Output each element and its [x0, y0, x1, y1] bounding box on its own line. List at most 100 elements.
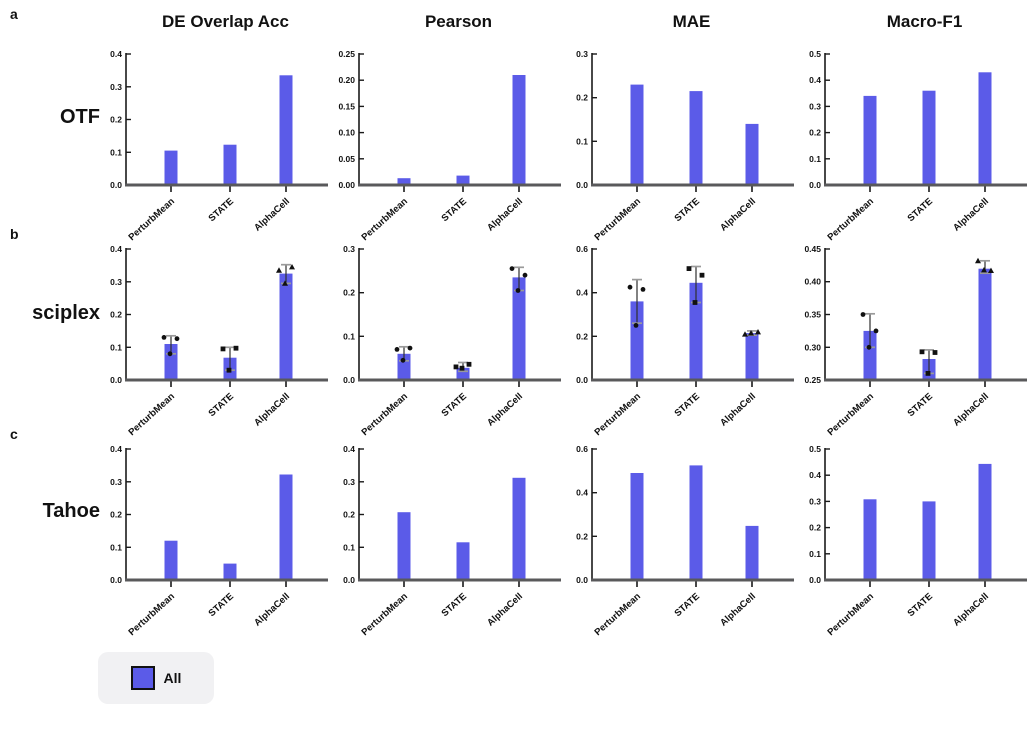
svg-text:0.3: 0.3	[576, 49, 588, 59]
svg-text:0.4: 0.4	[110, 444, 122, 454]
svg-text:0.2: 0.2	[343, 510, 355, 520]
svg-text:STATE: STATE	[207, 591, 236, 619]
svg-text:AlphaCell: AlphaCell	[718, 391, 758, 428]
svg-text:0.5: 0.5	[809, 444, 821, 454]
svg-text:PerturbMean: PerturbMean	[126, 591, 177, 636]
svg-text:STATE: STATE	[207, 391, 236, 419]
svg-text:0.3: 0.3	[110, 477, 122, 487]
svg-text:0.2: 0.2	[809, 523, 821, 533]
svg-text:0.40: 0.40	[804, 277, 821, 287]
col-title-de-overlap-acc: DE Overlap Acc	[162, 12, 289, 31]
svg-text:0.0: 0.0	[110, 375, 122, 385]
svg-text:PerturbMean: PerturbMean	[592, 196, 643, 241]
svg-text:0.4: 0.4	[343, 444, 355, 454]
svg-text:STATE: STATE	[673, 391, 702, 419]
chart-otf-pearson: 0.00 0.05 0.10 0.15 0.20 0.25 PerturbMean STATE…	[329, 46, 562, 243]
svg-text:0.1: 0.1	[110, 147, 122, 157]
svg-text:AlphaCell: AlphaCell	[951, 391, 991, 428]
svg-text:AlphaCell: AlphaCell	[718, 196, 758, 233]
svg-text:0.45: 0.45	[804, 244, 821, 254]
svg-text:PerturbMean: PerturbMean	[359, 391, 410, 436]
panel-letter-c: c	[10, 426, 18, 442]
svg-text:0.1: 0.1	[576, 136, 588, 146]
svg-text:0.1: 0.1	[343, 331, 355, 341]
svg-text:0.4: 0.4	[809, 470, 821, 480]
svg-text:PerturbMean: PerturbMean	[825, 591, 876, 636]
svg-text:0.20: 0.20	[338, 75, 355, 85]
svg-text:STATE: STATE	[906, 196, 935, 224]
svg-text:0.2: 0.2	[576, 531, 588, 541]
svg-text:0.3: 0.3	[809, 101, 821, 111]
col-title-mae: MAE	[672, 12, 711, 31]
svg-text:0.0: 0.0	[343, 375, 355, 385]
svg-text:STATE: STATE	[207, 196, 236, 224]
svg-text:0.1: 0.1	[110, 542, 122, 552]
svg-text:0.4: 0.4	[576, 488, 588, 498]
svg-text:0.00: 0.00	[338, 180, 355, 190]
svg-text:STATE: STATE	[673, 196, 702, 224]
svg-text:STATE: STATE	[673, 591, 702, 619]
svg-text:0.2: 0.2	[343, 288, 355, 298]
svg-text:AlphaCell: AlphaCell	[485, 391, 525, 428]
svg-text:AlphaCell: AlphaCell	[718, 591, 758, 628]
svg-text:0.2: 0.2	[809, 128, 821, 138]
svg-text:0.0: 0.0	[809, 575, 821, 585]
col-title-macro-f1: Macro-F1	[886, 12, 963, 31]
chart-otf-de-overlap-acc: 0.0 0.1 0.2 0.3 0.4 PerturbMean STATE AlphaCell	[96, 46, 329, 243]
svg-text:0.25: 0.25	[804, 375, 821, 385]
svg-text:0.35: 0.35	[804, 310, 821, 320]
svg-text:0.0: 0.0	[576, 575, 588, 585]
chart-grid: 0.0 0.1 0.2 0.3 0.4 PerturbMean STATE AlphaCell…	[96, 46, 1028, 641]
svg-text:0.0: 0.0	[110, 180, 122, 190]
legend: All	[98, 652, 214, 704]
chart-tahoe-macro-f1: 0.0 0.1 0.2 0.3 0.4 0.5 PerturbMean STATE AlphaC…	[795, 441, 1028, 641]
svg-text:AlphaCell: AlphaCell	[951, 591, 991, 628]
svg-text:0.1: 0.1	[809, 154, 821, 164]
svg-text:STATE: STATE	[440, 391, 469, 419]
svg-text:0.0: 0.0	[576, 375, 588, 385]
svg-text:STATE: STATE	[906, 391, 935, 419]
chart-sciplex-macro-f1: 0.25 0.30 0.35 0.40 0.45 PerturbMean STATE Alph…	[795, 241, 1028, 441]
chart-sciplex-de-overlap-acc: 0.0 0.1 0.2 0.3 0.4 PerturbMean STATE AlphaCell	[96, 241, 329, 441]
svg-text:0.2: 0.2	[110, 310, 122, 320]
svg-text:0.3: 0.3	[110, 82, 122, 92]
chart-tahoe-de-overlap-acc: 0.0 0.1 0.2 0.3 0.4 PerturbMean STATE AlphaCell	[96, 441, 329, 641]
row-label-tahoe: Tahoe	[42, 500, 100, 522]
svg-text:0.5: 0.5	[809, 49, 821, 59]
svg-text:PerturbMean: PerturbMean	[825, 196, 876, 241]
column-titles: DE Overlap Acc Pearson MAE Macro-F1	[96, 12, 1028, 32]
svg-text:0.2: 0.2	[576, 93, 588, 103]
svg-text:STATE: STATE	[906, 591, 935, 619]
svg-text:0.3: 0.3	[110, 277, 122, 287]
svg-text:0.3: 0.3	[343, 477, 355, 487]
svg-text:0.4: 0.4	[809, 75, 821, 85]
svg-text:PerturbMean: PerturbMean	[592, 391, 643, 436]
svg-text:0.0: 0.0	[809, 180, 821, 190]
chart-otf-mae: 0.0 0.1 0.2 0.3 PerturbMean STATE AlphaCell	[562, 46, 795, 243]
svg-text:0.0: 0.0	[110, 575, 122, 585]
svg-text:0.05: 0.05	[338, 154, 355, 164]
svg-text:0.3: 0.3	[809, 496, 821, 506]
svg-text:0.15: 0.15	[338, 101, 355, 111]
svg-text:0.2: 0.2	[110, 115, 122, 125]
row-label-sciplex: sciplex	[32, 302, 100, 324]
svg-text:PerturbMean: PerturbMean	[359, 196, 410, 241]
svg-text:PerturbMean: PerturbMean	[126, 391, 177, 436]
row-label-otf: OTF	[60, 106, 100, 128]
svg-text:AlphaCell: AlphaCell	[485, 196, 525, 233]
svg-text:AlphaCell: AlphaCell	[252, 391, 292, 428]
chart-tahoe-pearson: 0.0 0.1 0.2 0.3 0.4 PerturbMean STATE AlphaCell	[329, 441, 562, 641]
svg-text:0.1: 0.1	[110, 342, 122, 352]
svg-text:0.0: 0.0	[576, 180, 588, 190]
svg-text:PerturbMean: PerturbMean	[825, 391, 876, 436]
svg-text:STATE: STATE	[440, 196, 469, 224]
svg-text:STATE: STATE	[440, 591, 469, 619]
svg-text:0.2: 0.2	[110, 510, 122, 520]
svg-text:0.6: 0.6	[576, 444, 588, 454]
svg-text:AlphaCell: AlphaCell	[252, 591, 292, 628]
svg-text:0.4: 0.4	[110, 244, 122, 254]
svg-text:0.1: 0.1	[809, 549, 821, 559]
chart-otf-macro-f1: 0.0 0.1 0.2 0.3 0.4 0.5 PerturbMean STATE AlphaC…	[795, 46, 1028, 243]
legend-swatch-all	[130, 666, 155, 690]
